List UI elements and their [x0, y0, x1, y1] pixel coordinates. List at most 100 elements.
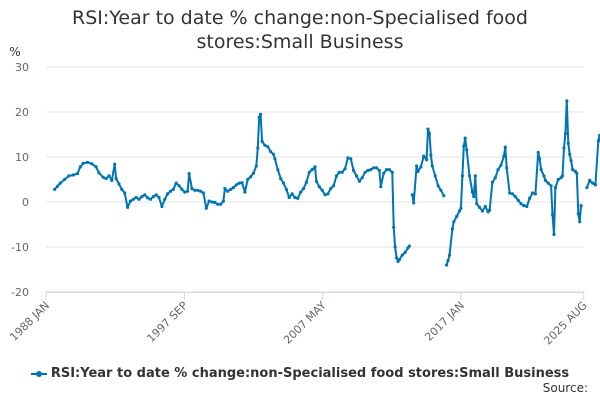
data-point	[180, 187, 184, 191]
data-point	[412, 201, 416, 205]
data-point	[357, 179, 361, 183]
data-point	[160, 204, 164, 209]
data-point	[213, 200, 217, 204]
series-group	[53, 99, 600, 267]
data-point	[542, 174, 546, 178]
data-point	[166, 192, 170, 196]
data-point	[307, 170, 311, 174]
legend-label: RSI:Year to date % change:non-Specialise…	[50, 366, 570, 381]
data-point	[177, 184, 181, 188]
data-point	[110, 178, 114, 182]
data-point	[354, 174, 359, 178]
data-point	[75, 172, 80, 176]
y-tick-label: 30	[15, 61, 29, 74]
data-point	[243, 190, 247, 194]
data-point	[503, 145, 507, 149]
data-point	[571, 168, 575, 172]
data-point	[563, 132, 568, 136]
data-point	[259, 112, 263, 116]
data-point	[249, 175, 253, 179]
data-point	[407, 244, 411, 248]
data-point	[477, 205, 482, 209]
data-point	[254, 164, 258, 168]
data-point	[90, 162, 94, 166]
data-point	[463, 136, 467, 140]
data-point	[475, 202, 479, 206]
data-point	[566, 141, 570, 146]
data-point	[533, 192, 538, 196]
data-point	[187, 172, 191, 176]
data-point	[120, 187, 124, 191]
data-point	[596, 139, 600, 143]
data-point	[377, 168, 381, 173]
data-point	[343, 167, 347, 171]
data-point	[231, 186, 235, 190]
data-point	[94, 165, 98, 169]
data-point	[363, 170, 367, 174]
legend[interactable]: RSI:Year to date % change:non-Specialise…	[0, 366, 600, 381]
data-point	[502, 154, 506, 158]
data-point	[302, 186, 306, 191]
data-point	[216, 202, 220, 206]
y-tick-label: -20	[11, 286, 29, 299]
data-point	[53, 187, 57, 191]
data-point	[229, 187, 233, 191]
data-point	[528, 196, 532, 200]
data-point	[221, 199, 225, 203]
data-point	[562, 146, 566, 150]
data-point	[410, 193, 414, 197]
data-point	[372, 166, 376, 170]
data-point	[113, 162, 117, 166]
data-point	[578, 220, 582, 224]
data-point	[379, 185, 383, 189]
data-point	[585, 186, 589, 190]
data-point	[553, 186, 558, 190]
data-point	[374, 166, 379, 170]
y-tick-label: 0	[22, 196, 29, 209]
data-point	[360, 176, 364, 180]
data-point	[310, 168, 314, 172]
data-point	[337, 170, 341, 174]
data-point	[204, 206, 208, 210]
data-point	[246, 177, 250, 182]
data-point	[422, 154, 426, 158]
gridlines	[46, 66, 584, 293]
data-point	[442, 194, 446, 198]
data-point	[314, 179, 318, 183]
data-point	[569, 159, 573, 163]
data-point	[131, 197, 135, 201]
data-point	[114, 177, 118, 181]
data-point	[126, 205, 130, 209]
data-point	[183, 190, 187, 194]
data-point	[499, 163, 503, 167]
data-point	[493, 176, 497, 180]
x-tick-label: 2025 AUG	[541, 299, 590, 348]
data-point	[427, 132, 432, 136]
data-point	[293, 195, 297, 200]
data-point	[382, 171, 386, 175]
data-point	[450, 227, 454, 231]
data-point	[480, 209, 484, 213]
data-point	[198, 189, 203, 193]
data-point	[323, 193, 327, 197]
data-point	[104, 177, 108, 181]
data-point	[58, 181, 62, 185]
data-point	[63, 177, 67, 182]
series-line	[585, 134, 600, 188]
data-point	[556, 177, 560, 182]
x-tick-label: 1997 SEP	[144, 299, 190, 345]
data-point	[525, 204, 529, 209]
data-point	[313, 165, 317, 169]
data-point	[575, 171, 579, 175]
data-point	[186, 189, 190, 193]
data-point	[101, 175, 105, 179]
data-point	[340, 170, 344, 174]
data-point	[317, 185, 321, 189]
data-point	[400, 253, 404, 257]
data-point	[163, 197, 167, 201]
data-point	[522, 204, 526, 208]
data-point	[81, 161, 85, 165]
data-point	[513, 195, 517, 199]
data-point	[281, 181, 286, 185]
data-point	[496, 168, 500, 172]
